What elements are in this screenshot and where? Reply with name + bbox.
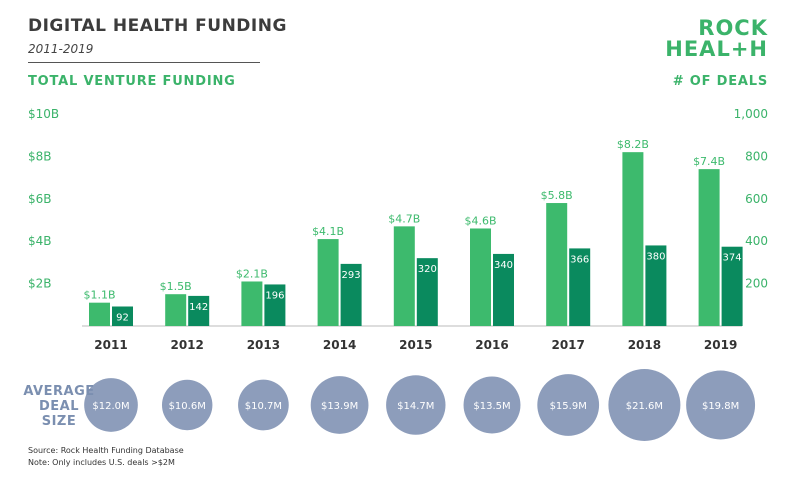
funding-bar-label: $4.1B <box>312 225 344 238</box>
deal-label-line-2: DEAL <box>38 399 80 414</box>
funding-bar <box>165 294 187 326</box>
funding-bar-label: $2.1B <box>236 267 268 280</box>
year-tick-label: 2013 <box>247 338 280 352</box>
funding-bar-label: $7.4B <box>693 155 725 168</box>
deal-size-label: $19.8M <box>702 401 739 412</box>
year-tick-label: 2019 <box>704 338 737 352</box>
funding-bar <box>622 152 644 326</box>
funding-bar <box>89 302 110 326</box>
funding-bar-label: $1.5B <box>160 280 192 293</box>
funding-bar <box>698 169 720 326</box>
chart-subtitle: 2011-2019 <box>28 42 94 56</box>
right-tick-label: 200 <box>745 277 768 291</box>
rock-health-logo: ROCK HEAL+H <box>665 18 768 60</box>
right-axis-header: # OF DEALS <box>672 74 768 89</box>
scope-note: Note: Only includes U.S. deals >$2M <box>28 458 175 467</box>
year-tick-label: 2018 <box>628 338 661 352</box>
deals-bar <box>264 284 286 326</box>
logo-line-2: HEAL+H <box>665 37 768 61</box>
deal-size-bubble <box>84 378 138 432</box>
deals-bar <box>721 246 743 326</box>
funding-bar-label: $5.8B <box>541 189 573 202</box>
deal-size-label: $15.9M <box>550 401 587 412</box>
year-tick-label: 2014 <box>323 338 356 352</box>
right-tick-label: 400 <box>745 234 768 248</box>
source-note: Source: Rock Health Funding Database <box>28 446 184 455</box>
deals-bar <box>112 306 133 326</box>
deals-bar <box>569 248 591 326</box>
left-tick-label: $6B <box>28 192 52 206</box>
deals-bar-label: 92 <box>116 312 129 323</box>
deal-size-label: $13.9M <box>321 401 358 412</box>
average-deal-size-label: AVERAGE DEAL SIZE <box>22 384 96 429</box>
deal-size-bubble <box>686 370 756 440</box>
deal-size-bubble <box>608 369 681 441</box>
funding-bar <box>241 281 263 326</box>
deal-size-label: $14.7M <box>397 401 434 412</box>
year-tick-label: 2016 <box>475 338 508 352</box>
deals-bar-label: 374 <box>723 253 742 264</box>
funding-bar-label: $4.7B <box>388 212 420 225</box>
funding-bar <box>470 228 491 326</box>
right-tick-label: 1,000 <box>734 107 768 121</box>
deal-size-bubble <box>386 375 446 435</box>
deals-bar-label: 380 <box>646 251 665 262</box>
funding-bar-label: $8.2B <box>617 138 649 151</box>
deal-size-label: $12.0M <box>92 401 129 412</box>
deal-size-label: $21.6M <box>626 401 663 412</box>
deals-bar <box>416 258 438 326</box>
left-tick-label: $8B <box>28 149 52 163</box>
deals-bar <box>188 295 210 326</box>
deals-bar-label: 142 <box>189 302 208 313</box>
deal-size-label: $10.6M <box>169 401 206 412</box>
deals-bar-label: 366 <box>570 254 589 265</box>
deal-label-line-1: AVERAGE <box>23 384 95 399</box>
deal-label-line-3: SIZE <box>41 414 77 429</box>
deal-size-label: $10.7M <box>245 401 282 412</box>
year-tick-label: 2015 <box>399 338 432 352</box>
deals-bar <box>645 245 667 326</box>
right-tick-label: 600 <box>745 192 768 206</box>
year-tick-label: 2011 <box>94 338 127 352</box>
deal-size-bubble <box>161 379 213 431</box>
funding-bar <box>317 239 339 326</box>
left-axis-header: TOTAL VENTURE FUNDING <box>28 74 236 89</box>
deals-bar <box>493 253 514 326</box>
funding-bar <box>393 226 415 326</box>
deals-bar-label: 196 <box>265 290 284 301</box>
deal-size-bubble <box>310 376 369 434</box>
chart-title: DIGITAL HEALTH FUNDING <box>28 16 287 36</box>
deals-bar-label: 340 <box>494 260 513 271</box>
logo-line-1: ROCK <box>698 16 768 40</box>
deal-size-bubble <box>238 379 289 431</box>
deals-bar-label: 293 <box>342 270 361 281</box>
funding-bar <box>546 203 568 326</box>
deal-size-bubble <box>537 374 600 436</box>
deal-size-bubble <box>463 376 521 434</box>
left-tick-label: $2B <box>28 277 52 291</box>
year-tick-label: 2017 <box>551 338 584 352</box>
deal-size-label: $13.5M <box>473 401 510 412</box>
funding-bar-label: $4.6B <box>464 214 496 227</box>
funding-bar-label: $1.1B <box>83 289 115 302</box>
title-divider <box>28 62 260 63</box>
year-tick-label: 2012 <box>170 338 203 352</box>
deals-bar <box>340 263 362 326</box>
right-tick-label: 800 <box>745 149 768 163</box>
left-tick-label: $10B <box>28 107 59 121</box>
deals-bar-label: 320 <box>418 264 437 275</box>
left-tick-label: $4B <box>28 234 52 248</box>
